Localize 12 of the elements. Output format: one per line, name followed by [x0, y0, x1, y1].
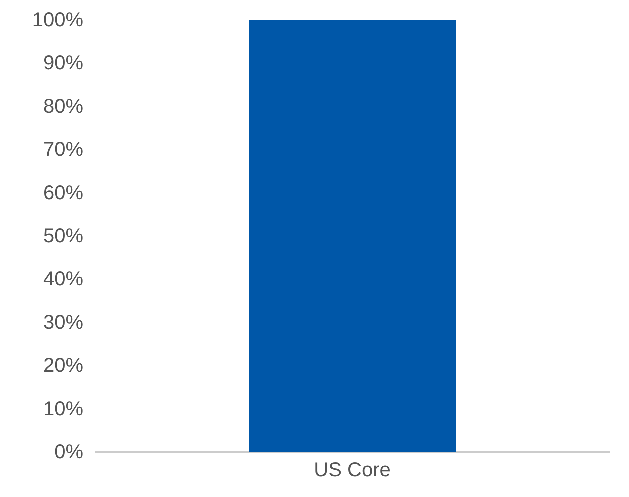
y-tick-label: 10%: [43, 398, 84, 420]
y-tick-label: 80%: [43, 96, 84, 118]
y-tick-label: 30%: [43, 312, 84, 334]
y-tick-label: 60%: [43, 182, 84, 204]
y-tick-label: 70%: [43, 139, 84, 162]
y-tick-label: 20%: [43, 355, 84, 378]
y-tick-label: 90%: [43, 52, 84, 75]
y-tick-label: 0%: [54, 442, 84, 464]
y-tick-label: 50%: [43, 226, 84, 248]
y-tick-label: 40%: [43, 268, 84, 291]
y-tick-label: 100%: [32, 10, 84, 32]
x-tick-label: US Core: [314, 460, 391, 482]
